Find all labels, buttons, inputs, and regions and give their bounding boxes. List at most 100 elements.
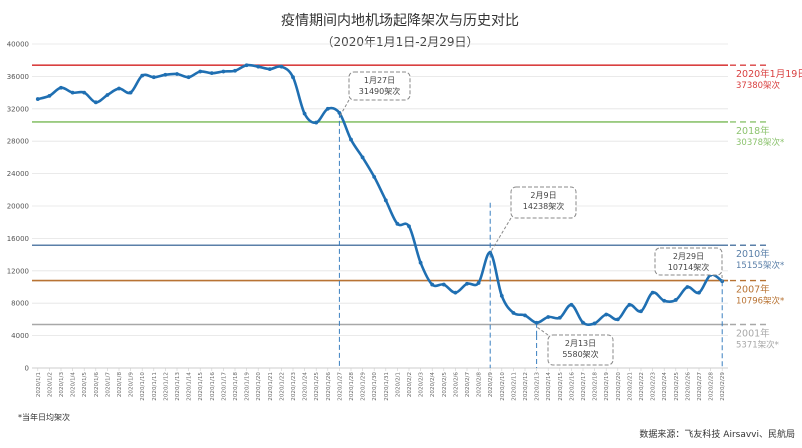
x-tick-label: 2020/1/22 [279,372,285,401]
data-point [569,302,574,307]
callout-value: 10714架次 [668,262,709,272]
data-point [93,100,98,105]
x-tick-label: 2020/2/24 [662,372,668,401]
data-point [639,309,643,314]
x-tick-label: 2020/2/25 [674,372,680,401]
x-tick-label: 2020/1/7 [105,372,111,398]
y-tick-label: 24000 [7,170,29,178]
data-point [256,64,261,69]
data-point [349,137,353,142]
x-tick-label: 2020/1/6 [94,372,100,398]
data-point [430,282,435,287]
x-tick-label: 2020/1/1 [36,372,42,398]
data-point [244,63,249,68]
x-tick-label: 2020/2/1 [395,372,401,398]
x-tick-label: 2020/2/19 [604,372,610,401]
x-tick-label: 2020/2/26 [685,372,691,401]
x-tick-label: 2020/1/26 [326,372,332,401]
x-tick-label: 2020/2/3 [419,372,425,398]
data-point [267,67,272,72]
x-tick-label: 2020/1/25 [314,372,320,401]
callout-box [654,247,723,276]
data-point [128,90,133,95]
x-tick-label: 2020/1/4 [71,372,77,398]
y-tick-label: 8000 [11,300,29,308]
data-point [372,174,377,179]
x-tick-label: 2020/2/10 [500,372,506,401]
x-tick-label: 2020/2/4 [430,372,436,398]
x-tick-label: 2020/2/18 [593,372,599,401]
annotation-guides [338,112,723,368]
data-point [604,312,609,317]
x-tick-label: 2020/1/2 [47,372,53,397]
data-point [499,294,504,298]
data-point [534,320,539,325]
x-tick-label: 2020/2/12 [523,372,529,401]
y-tick-label: 16000 [7,235,29,243]
data-point [383,198,388,203]
data-point [47,93,52,98]
reference-label: 2001年 [736,327,770,339]
x-tick-label: 2020/2/5 [442,372,448,398]
source-note: 数据来源：飞友科技 Airsavvi、民航局 [639,428,795,440]
data-point [627,302,632,307]
x-tick-label: 2020/1/23 [291,372,297,401]
y-tick-label: 40000 [7,41,29,49]
data-point [557,315,562,320]
data-point [325,106,330,111]
x-tick-label: 2020/1/9 [129,372,135,398]
x-tick-label: 2020/1/29 [361,372,367,401]
reference-label: 2018年 [736,125,770,137]
y-tick-label: 36000 [7,73,29,81]
x-tick-label: 2020/1/13 [175,372,181,401]
y-tick-label: 28000 [7,138,29,146]
x-tick-label: 2020/1/24 [303,372,309,401]
x-tick-label: 2020/1/8 [117,372,123,398]
x-tick-label: 2020/1/21 [268,372,274,401]
data-point [465,281,469,286]
data-point [151,75,156,80]
reference-value: 10796架次* [736,296,784,307]
data-point [337,111,342,115]
data-point [82,90,87,95]
x-tick-label: 2020/1/31 [384,372,390,401]
x-tick-label: 2020/2/29 [720,372,726,401]
data-point [314,120,319,125]
data-point [581,320,585,325]
callout-box [510,186,577,219]
callout-date: 2月9日 [530,191,556,200]
data-point [175,72,179,76]
x-tick-label: 2020/2/6 [453,372,459,398]
data-point [395,221,400,226]
data-point [105,93,110,97]
data-point [221,69,226,74]
data-point [673,298,678,302]
data-point [209,71,214,76]
x-tick-label: 2020/1/20 [256,372,262,401]
data-point [279,64,284,69]
grid [32,43,728,369]
data-point [511,311,516,315]
x-tick-label: 2020/2/17 [581,372,587,401]
footnote: *当年日均架次 [18,412,70,422]
callout-leader [536,326,549,336]
data-point [70,90,75,95]
x-tick-label: 2020/1/10 [140,372,146,401]
reference-label: 2010年 [736,248,770,260]
data-point [592,321,597,326]
x-tick-label: 2020/1/3 [59,372,65,398]
data-point [615,317,620,322]
x-tick-label: 2020/2/22 [639,372,645,401]
x-tick-label: 2020/2/27 [697,372,703,401]
data-point [523,313,527,318]
x-tick-label: 2020/2/16 [569,372,575,401]
x-tick-label: 2020/1/17 [221,372,227,401]
data-point [697,290,701,295]
data-point [453,290,458,295]
x-tick-label: 2020/2/13 [535,372,541,401]
data-point [546,315,551,319]
data-point [35,97,40,101]
data-point [360,155,365,160]
